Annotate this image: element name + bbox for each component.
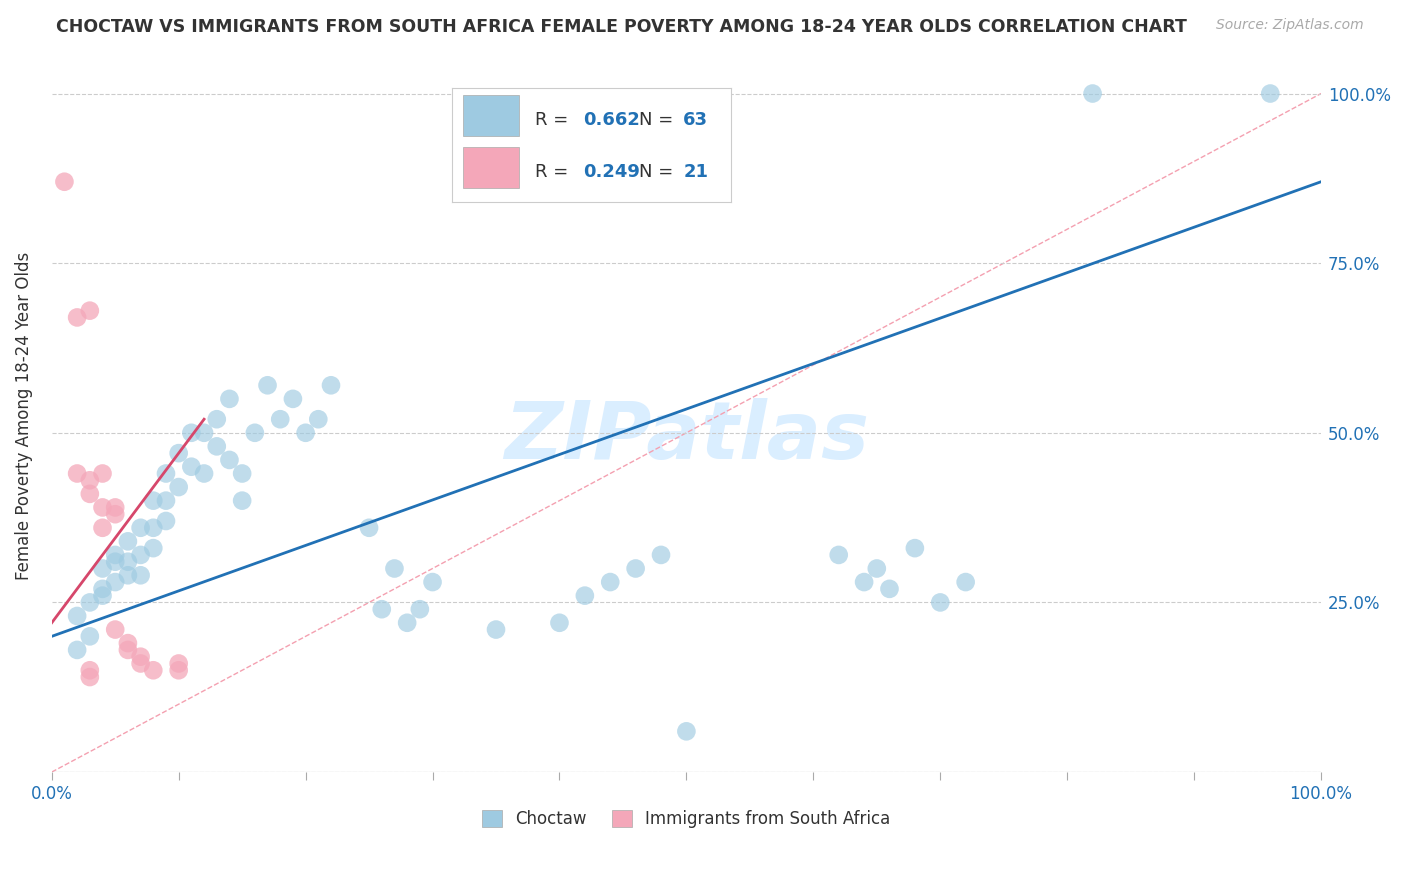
- Point: [66, 467, 89, 481]
- Point: [548, 615, 571, 630]
- Point: [129, 649, 152, 664]
- Text: Source: ZipAtlas.com: Source: ZipAtlas.com: [1216, 18, 1364, 32]
- Point: [79, 473, 101, 487]
- Point: [624, 561, 647, 575]
- Point: [129, 657, 152, 671]
- Point: [79, 595, 101, 609]
- Point: [129, 568, 152, 582]
- Point: [396, 615, 419, 630]
- Point: [104, 555, 127, 569]
- Point: [79, 670, 101, 684]
- Point: [117, 643, 139, 657]
- Point: [866, 561, 889, 575]
- Point: [294, 425, 316, 440]
- Point: [66, 310, 89, 325]
- Point: [231, 493, 253, 508]
- Point: [117, 568, 139, 582]
- Point: [1081, 87, 1104, 101]
- Point: [79, 303, 101, 318]
- Point: [104, 548, 127, 562]
- Point: [129, 521, 152, 535]
- Point: [319, 378, 342, 392]
- Point: [180, 425, 202, 440]
- Point: [218, 453, 240, 467]
- Point: [256, 378, 278, 392]
- Point: [66, 609, 89, 624]
- Point: [117, 636, 139, 650]
- Point: [129, 548, 152, 562]
- Point: [167, 446, 190, 460]
- Point: [853, 575, 876, 590]
- Point: [205, 439, 228, 453]
- Point: [574, 589, 596, 603]
- Point: [193, 425, 215, 440]
- Point: [66, 643, 89, 657]
- Point: [422, 575, 444, 590]
- Point: [142, 493, 165, 508]
- Point: [142, 521, 165, 535]
- Point: [269, 412, 291, 426]
- Point: [104, 575, 127, 590]
- Point: [117, 534, 139, 549]
- Point: [675, 724, 697, 739]
- Point: [91, 589, 114, 603]
- Point: [79, 663, 101, 677]
- Point: [218, 392, 240, 406]
- Point: [205, 412, 228, 426]
- Point: [307, 412, 329, 426]
- Point: [231, 467, 253, 481]
- Point: [142, 663, 165, 677]
- Point: [409, 602, 432, 616]
- Point: [1258, 87, 1281, 101]
- Point: [485, 623, 508, 637]
- Point: [91, 561, 114, 575]
- Point: [167, 663, 190, 677]
- Point: [904, 541, 927, 556]
- Point: [91, 582, 114, 596]
- Point: [359, 521, 381, 535]
- Point: [167, 480, 190, 494]
- Point: [828, 548, 851, 562]
- Point: [91, 521, 114, 535]
- Point: [155, 514, 177, 528]
- Point: [104, 507, 127, 521]
- Point: [371, 602, 394, 616]
- Point: [599, 575, 621, 590]
- Point: [180, 459, 202, 474]
- Y-axis label: Female Poverty Among 18-24 Year Olds: Female Poverty Among 18-24 Year Olds: [15, 252, 32, 580]
- Point: [955, 575, 977, 590]
- Point: [142, 541, 165, 556]
- Point: [155, 493, 177, 508]
- Point: [281, 392, 304, 406]
- Point: [117, 555, 139, 569]
- Point: [53, 175, 76, 189]
- Point: [243, 425, 266, 440]
- Point: [929, 595, 952, 609]
- Text: CHOCTAW VS IMMIGRANTS FROM SOUTH AFRICA FEMALE POVERTY AMONG 18-24 YEAR OLDS COR: CHOCTAW VS IMMIGRANTS FROM SOUTH AFRICA …: [56, 18, 1187, 36]
- Point: [104, 623, 127, 637]
- Point: [879, 582, 901, 596]
- Point: [91, 500, 114, 515]
- Point: [79, 629, 101, 643]
- Legend: Choctaw, Immigrants from South Africa: Choctaw, Immigrants from South Africa: [475, 804, 897, 835]
- Point: [79, 487, 101, 501]
- Point: [167, 657, 190, 671]
- Point: [104, 500, 127, 515]
- Point: [650, 548, 672, 562]
- Text: ZIPatlas: ZIPatlas: [503, 398, 869, 476]
- Point: [155, 467, 177, 481]
- Point: [91, 467, 114, 481]
- Point: [384, 561, 406, 575]
- Point: [193, 467, 215, 481]
